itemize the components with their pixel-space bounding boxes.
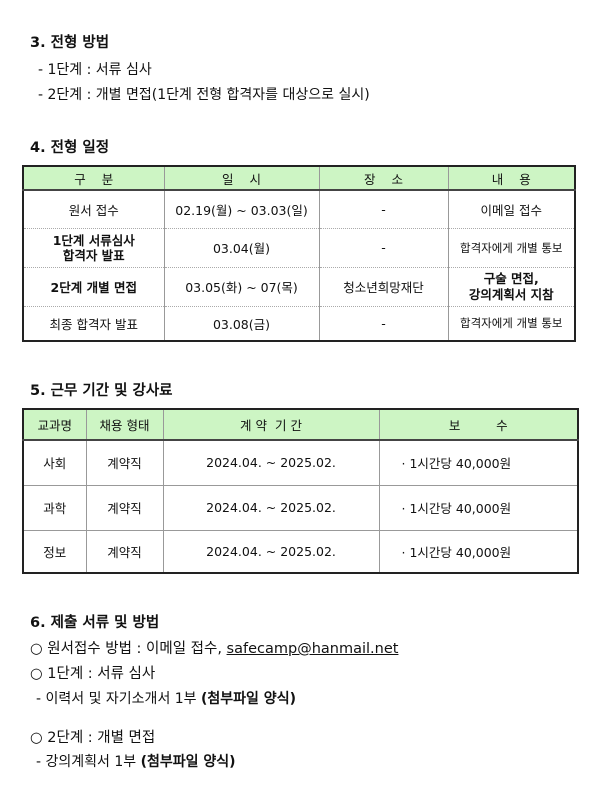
- cell: · 1시간당 40,000원: [378, 439, 579, 486]
- cell: 2단계 개별 면접: [22, 266, 165, 307]
- cell: 계약직: [85, 439, 164, 486]
- cell: 03.04(월): [163, 227, 320, 268]
- section-5-heading: 5. 근무 기간 및 강사료: [30, 383, 173, 399]
- header-cell: 구 분: [22, 165, 165, 191]
- cell: -: [318, 305, 449, 342]
- header-cell: 내 용: [447, 165, 576, 191]
- cell: 계약직: [85, 529, 164, 574]
- header-cell: 채용 형태: [85, 408, 164, 441]
- cell: 최종 합격자 발표: [22, 305, 165, 342]
- section-6-heading: 6. 제출 서류 및 방법: [30, 615, 160, 631]
- s3-line-1: - 1단계 : 서류 심사: [38, 62, 152, 78]
- step1-detail: - 이력서 및 자기소개서 1부 (첨부파일 양식): [36, 688, 296, 708]
- cell: 1단계 서류심사 합격자 발표: [22, 227, 165, 268]
- header-cell: 계 약 기 간: [162, 408, 380, 441]
- table-row: 원서 접수 02.19(월) ~ 03.03(일) - 이메일 접수: [22, 189, 576, 229]
- cell: 계약직: [85, 484, 164, 531]
- header-cell: 보 수: [378, 408, 579, 441]
- cell: 합격자에게 개별 통보: [447, 227, 576, 268]
- cell: 정보: [22, 529, 87, 574]
- cell: · 1시간당 40,000원: [378, 529, 579, 574]
- cell: 2024.04. ~ 2025.02.: [162, 484, 380, 531]
- cell: -: [318, 227, 449, 268]
- cell: 2024.04. ~ 2025.02.: [162, 439, 380, 486]
- table-row: 사회 계약직 2024.04. ~ 2025.02. · 1시간당 40,000원: [22, 439, 579, 486]
- header-cell: 장 소: [318, 165, 449, 191]
- email-link[interactable]: safecamp@hanmail.net: [226, 641, 399, 657]
- cell: 구술 면접, 강의계획서 지참: [447, 266, 576, 307]
- step1: ○ 1단계 : 서류 심사: [30, 666, 156, 682]
- apply-method: ○ 원서접수 방법 : 이메일 접수, safecamp@hanmail.net: [30, 637, 398, 658]
- cell: 청소년희망재단: [318, 266, 449, 307]
- cell: 03.08(금): [163, 305, 320, 342]
- table-header-row: 구 분 일 시 장 소 내 용: [22, 165, 576, 191]
- step2-detail: - 강의계획서 1부 (첨부파일 양식): [36, 751, 236, 771]
- table-row: 정보 계약직 2024.04. ~ 2025.02. · 1시간당 40,000원: [22, 529, 579, 574]
- table-row: 과학 계약직 2024.04. ~ 2025.02. · 1시간당 40,000원: [22, 484, 579, 531]
- cell: 사회: [22, 439, 87, 486]
- header-cell: 교과명: [22, 408, 87, 441]
- step2: ○ 2단계 : 개별 면접: [30, 730, 156, 746]
- table-row: 1단계 서류심사 합격자 발표 03.04(월) - 합격자에게 개별 통보: [22, 227, 576, 268]
- cell: 이메일 접수: [447, 189, 576, 229]
- table-row: 최종 합격자 발표 03.08(금) - 합격자에게 개별 통보: [22, 305, 576, 342]
- cell: 2024.04. ~ 2025.02.: [162, 529, 380, 574]
- cell: · 1시간당 40,000원: [378, 484, 579, 531]
- cell: 02.19(월) ~ 03.03(일): [163, 189, 320, 229]
- header-cell: 일 시: [163, 165, 320, 191]
- s3-line-2: - 2단계 : 개별 면접(1단계 전형 합격자를 대상으로 실시): [38, 87, 370, 103]
- step2-docs: - 강의계획서 1부: [36, 754, 141, 770]
- apply-label: ○ 원서접수 방법 : 이메일 접수,: [30, 641, 227, 657]
- schedule-table: 구 분 일 시 장 소 내 용 원서 접수 02.19(월) ~ 03.03(일)…: [22, 165, 576, 342]
- cell: 합격자에게 개별 통보: [447, 305, 576, 342]
- section-4-heading: 4. 전형 일정: [30, 140, 110, 156]
- cell: -: [318, 189, 449, 229]
- step1-docs: - 이력서 및 자기소개서 1부: [36, 691, 202, 707]
- cell: 원서 접수: [22, 189, 165, 229]
- table-row: 2단계 개별 면접 03.05(화) ~ 07(목) 청소년희망재단 구술 면접, 강…: [22, 266, 576, 307]
- cell: 03.05(화) ~ 07(목): [163, 266, 320, 307]
- step1-note: (첨부파일 양식): [201, 691, 296, 707]
- section-3-heading: 3. 전형 방법: [30, 35, 110, 51]
- cell: 과학: [22, 484, 87, 531]
- step2-note: (첨부파일 양식): [140, 754, 236, 770]
